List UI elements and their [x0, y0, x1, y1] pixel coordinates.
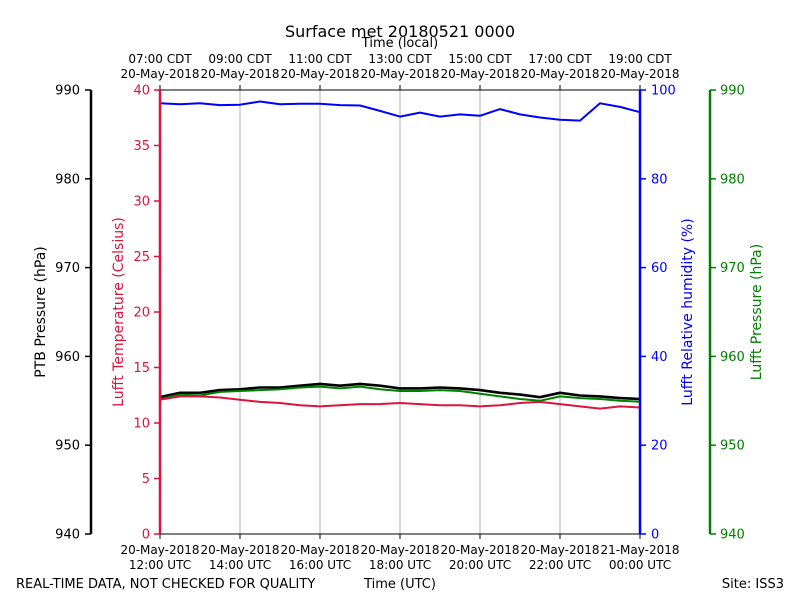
chart-title: Surface met 20180521 0000	[285, 22, 515, 41]
lufft_pressure-axis-label: Lufft Pressure (hPa)	[749, 244, 765, 380]
ptb_pressure-tick-label-1: 950	[55, 439, 80, 454]
ptb_pressure-tick-label-4: 980	[55, 172, 80, 187]
top-axis-label: Time (local)	[361, 36, 438, 51]
footer-site: Site: ISS3	[722, 577, 784, 592]
footer-left: REAL-TIME DATA, NOT CHECKED FOR QUALITY	[16, 577, 315, 592]
grid-lines	[239, 90, 561, 534]
top-tick-label-time-0: 07:00 CDT	[128, 52, 192, 66]
top-tick-label-time-1: 09:00 CDT	[208, 52, 272, 66]
series-group	[159, 100, 641, 410]
bottom-tick-label-date-5: 20-May-2018	[520, 543, 599, 557]
temperature-tick-label-0: 0	[142, 528, 150, 543]
bottom-tick-label-date-4: 20-May-2018	[440, 543, 519, 557]
temperature-tick-label-4: 20	[133, 306, 150, 321]
lufft_pressure-tick-label-1: 950	[720, 439, 745, 454]
lufft_pressure-tick-label-0: 940	[720, 528, 745, 543]
temperature-tick-label-3: 15	[133, 361, 150, 376]
top-tick-label-date-5: 20-May-2018	[520, 67, 599, 81]
top-tick-label-date-4: 20-May-2018	[440, 67, 519, 81]
ptb_pressure-tick-label-5: 990	[55, 84, 80, 99]
bottom-tick-label-date-6: 21-May-2018	[600, 543, 679, 557]
series-line-humidity	[159, 100, 641, 122]
bottom-tick-label-date-1: 20-May-2018	[200, 543, 279, 557]
ptb_pressure-tick-label-0: 940	[55, 528, 80, 543]
bottom-tick-label-date-0: 20-May-2018	[120, 543, 199, 557]
lufft_pressure-tick-label-5: 990	[720, 84, 745, 99]
series-line-temperature	[159, 395, 641, 410]
top-tick-label-date-2: 20-May-2018	[280, 67, 359, 81]
top-tick-label-time-3: 13:00 CDT	[368, 52, 432, 66]
top-tick-label-time-4: 15:00 CDT	[448, 52, 512, 66]
top-tick-label-date-6: 20-May-2018	[600, 67, 679, 81]
bottom-tick-label-time-0: 12:00 UTC	[129, 558, 191, 572]
top-tick-label-time-6: 19:00 CDT	[608, 52, 672, 66]
bottom-tick-label-date-2: 20-May-2018	[280, 543, 359, 557]
humidity-axis-label: Lufft Relative humidity (%)	[680, 218, 696, 405]
ptb_pressure-tick-label-3: 970	[55, 261, 80, 276]
bottom-tick-label-time-1: 14:00 UTC	[209, 558, 271, 572]
bottom-tick-label-time-6: 00:00 UTC	[609, 558, 671, 572]
temperature-tick-label-7: 35	[133, 139, 150, 154]
temperature-tick-label-5: 25	[133, 250, 150, 265]
series-line-lufft_pressure	[159, 385, 641, 403]
bottom-tick-label-time-4: 20:00 UTC	[449, 558, 511, 572]
lufft_pressure-tick-label-4: 980	[720, 172, 745, 187]
humidity-tick-label-1: 20	[651, 439, 668, 454]
humidity-tick-label-4: 80	[651, 172, 668, 187]
temperature-tick-label-2: 10	[133, 417, 150, 432]
series-line-ptb_pressure	[159, 382, 641, 401]
bottom-tick-label-time-5: 22:00 UTC	[529, 558, 591, 572]
ptb_pressure-axis-label: PTB Pressure (hPa)	[33, 246, 49, 377]
temperature-tick-label-1: 5	[142, 472, 150, 487]
temperature-tick-label-6: 30	[133, 195, 150, 210]
temperature-tick-label-8: 40	[133, 84, 150, 99]
lufft_pressure-tick-label-3: 970	[720, 261, 745, 276]
lufft_pressure-tick-label-2: 960	[720, 350, 745, 365]
humidity-tick-label-2: 40	[651, 350, 668, 365]
top-tick-label-date-3: 20-May-2018	[360, 67, 439, 81]
bottom-tick-label-time-3: 18:00 UTC	[369, 558, 431, 572]
top-tick-label-date-1: 20-May-2018	[200, 67, 279, 81]
top-tick-label-time-5: 17:00 CDT	[528, 52, 592, 66]
temperature-axis-label: Lufft Temperature (Celsius)	[111, 217, 127, 407]
humidity-tick-label-3: 60	[651, 261, 668, 276]
top-tick-label-time-2: 11:00 CDT	[288, 52, 352, 66]
humidity-tick-label-0: 0	[651, 528, 659, 543]
top-tick-label-date-0: 20-May-2018	[120, 67, 199, 81]
bottom-tick-label-date-3: 20-May-2018	[360, 543, 439, 557]
bottom-tick-label-time-2: 16:00 UTC	[289, 558, 351, 572]
ptb_pressure-tick-label-2: 960	[55, 350, 80, 365]
humidity-tick-label-5: 100	[651, 84, 676, 99]
footer-xlabel: Time (UTC)	[363, 577, 436, 592]
